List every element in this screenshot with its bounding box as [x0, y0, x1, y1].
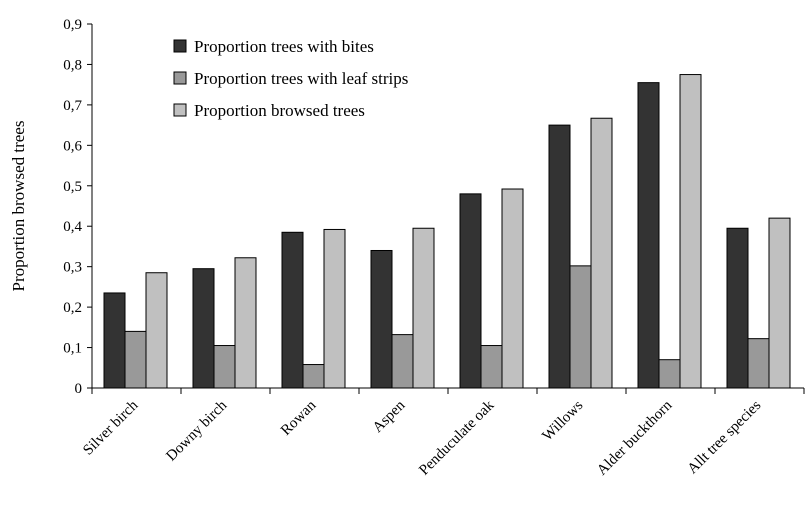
bar-2: [124, 330, 147, 389]
y-tick-label: 0,3: [63, 260, 82, 276]
bar-1: [548, 124, 571, 389]
y-tick-label: 0,4: [63, 219, 82, 235]
bar-1: [281, 231, 304, 389]
y-tick-label: 0,9: [63, 17, 82, 33]
bar-2: [658, 359, 681, 389]
legend-label: Proportion browsed trees: [194, 101, 365, 120]
bar-2: [569, 265, 592, 389]
bar-3: [590, 117, 613, 389]
y-tick-label: 0,7: [63, 98, 82, 114]
bar-3: [234, 257, 257, 389]
y-tick-label: 0,1: [63, 341, 82, 357]
bar-3: [412, 227, 435, 389]
y-tick-label: 0,8: [63, 57, 82, 73]
legend-swatch: [173, 103, 187, 117]
bar-3: [679, 74, 702, 389]
legend-swatch: [173, 39, 187, 53]
bar-2: [480, 345, 503, 389]
bar-3: [501, 188, 524, 389]
x-tick-label: Alder buckthorn: [594, 397, 675, 478]
legend-label: Proportion trees with bites: [194, 37, 374, 56]
x-tick-label: Penduculate oak: [416, 397, 497, 478]
bar-3: [768, 217, 791, 389]
bar-1: [103, 292, 126, 389]
bars: [103, 74, 791, 389]
y-tick-label: 0,2: [63, 300, 82, 316]
x-tick-label: Aspen: [370, 397, 409, 436]
x-tick-label: Silver birch: [80, 397, 141, 458]
legend-swatch: [173, 71, 187, 85]
y-axis-title: Proportion browsed trees: [9, 121, 28, 292]
legend: Proportion trees with bites Proportion tr…: [173, 37, 408, 120]
legend-label: Proportion trees with leaf strips: [194, 69, 408, 88]
x-axis: Silver birch Downy birch Rowan Aspen Penducu…: [80, 387, 805, 479]
bar-1: [726, 227, 749, 389]
x-tick-label: Rowan: [278, 397, 320, 439]
x-tick-label: Willows: [539, 397, 586, 444]
y-tick-label: 0: [75, 381, 83, 397]
y-axis: 0 0,1 0,2 0,3 0,4 0,5 0,6 0,7 0,8 0,9: [63, 17, 93, 397]
x-tick-label: Allt tree species: [685, 397, 765, 477]
bar-1: [192, 268, 215, 389]
bar-1: [459, 193, 482, 389]
bar-3: [323, 228, 346, 389]
y-tick-label: 0,5: [63, 179, 82, 195]
y-tick-label: 0,6: [63, 138, 82, 154]
bar-2: [302, 364, 325, 389]
x-tick-label: Downy birch: [163, 397, 230, 464]
bar-1: [370, 249, 393, 389]
bar-2: [747, 338, 770, 389]
bar-3: [145, 272, 168, 389]
bar-2: [213, 345, 236, 389]
bar-2: [391, 334, 414, 389]
bar-1: [637, 82, 660, 389]
